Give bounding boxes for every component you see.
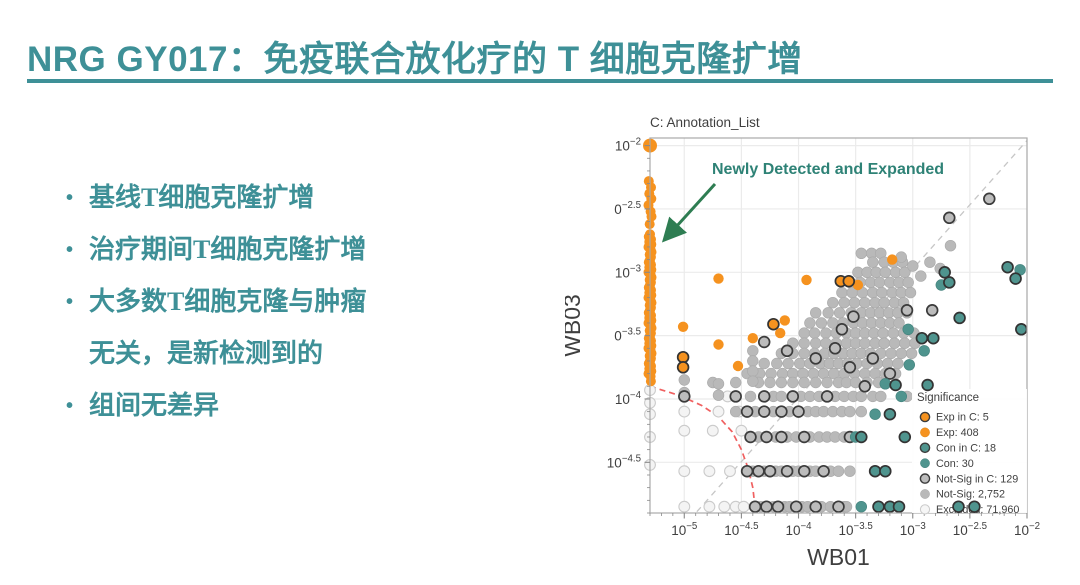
bullet-item: • 治疗期间T细胞克隆扩增	[66, 224, 406, 276]
axis-tick-label: 10−4.5	[607, 453, 641, 470]
legend-swatch	[920, 427, 930, 438]
series-not-sig-in-c	[678, 192, 996, 513]
axis-tick-label: 10−2.5	[953, 521, 987, 538]
plot-border	[649, 137, 1028, 514]
legend-item: Con in C: 18	[919, 442, 996, 455]
series-exp	[643, 138, 898, 387]
legend-swatch	[919, 411, 931, 423]
annotation-arrow	[661, 182, 717, 243]
bullet-marker: •	[66, 291, 74, 313]
legend-item: Exp: 408	[920, 427, 979, 439]
legend-swatch	[920, 489, 930, 499]
bullet-marker: •	[66, 239, 74, 261]
annotation: Newly Detected and Expanded	[661, 161, 944, 243]
axis-tick-label: 0−3.5	[614, 327, 641, 344]
axis-tick-label: 10−5	[671, 521, 697, 538]
x-axis-title: WB01	[807, 544, 870, 570]
axis-tick-label: 10−2	[615, 137, 641, 154]
series-exp-in-c	[676, 274, 856, 374]
y-axis-tick-labels: 10−2 0−2.5 10−3 0−3.5 10−4 10−4.5	[607, 137, 642, 471]
bullet-marker: •	[66, 187, 74, 209]
axis-tick-label: 10−3	[900, 521, 926, 538]
annotation-text: Newly Detected and Expanded	[712, 161, 944, 178]
legend-swatch	[919, 504, 931, 515]
bullet-text: 组间无差异	[89, 391, 220, 420]
bullet-marker: •	[66, 395, 74, 417]
series-con-in-c-overlay	[921, 378, 981, 513]
bullet-text: 大多数T细胞克隆与肿瘤无关，是新检测到的	[89, 287, 367, 368]
legend-swatch	[919, 473, 931, 484]
axis-tick-label: 10−4	[615, 390, 642, 407]
legend-title: Significance	[917, 392, 979, 404]
axis-tick-label: 10−3.5	[839, 521, 873, 538]
legend: Significance Exp in C: 5 Exp: 408 Con in C:…	[912, 389, 1027, 516]
bullet-text: 基线T细胞克隆扩增	[89, 183, 315, 212]
axis-tick-label: 10−4	[785, 521, 812, 538]
axis-tick-label: 0−2.5	[614, 200, 641, 217]
axis-tick-label: 10−4.5	[724, 521, 758, 538]
axis-tick-label: 10−2	[1014, 521, 1040, 538]
legend-label: Con in C: 18	[936, 443, 996, 455]
series-con-in-c	[855, 260, 1028, 513]
legend-label: Not-Sig in C: 129	[936, 473, 1018, 485]
title-divider	[27, 79, 1053, 83]
legend-label: Not-Sig: 2,752	[936, 489, 1005, 501]
axis-ticks	[644, 145, 1028, 519]
bullet-item: • 基线T细胞克隆扩增	[66, 172, 406, 224]
bullet-item: • 组间无差异	[66, 380, 406, 432]
plot-title: C: Annotation_List	[650, 115, 760, 130]
legend-label: Exp in C: 5	[936, 412, 989, 424]
legend-swatch	[920, 458, 930, 469]
axis-tick-label: 10−3	[615, 263, 641, 280]
legend-swatch	[919, 442, 931, 454]
significance-threshold-curve	[649, 385, 756, 509]
legend-label: Exp: 408	[936, 427, 979, 439]
bullet-text: 治疗期间T细胞克隆扩增	[89, 235, 367, 264]
legend-item: Exp in C: 5	[919, 411, 989, 424]
identity-line	[696, 140, 1028, 513]
legend-label: Con: 30	[936, 458, 974, 470]
legend-item: Con: 30	[920, 458, 974, 470]
x-axis-tick-labels: 10−5 10−4.5 10−4 10−3.5 10−3 10−2.5 10−2	[671, 521, 1040, 538]
scatter-plot-svg: 10−5 10−4.5 10−4 10−3.5 10−3 10−2.5 10−2 10−2 0−…	[559, 115, 1040, 570]
bullet-item: • 大多数T细胞克隆与肿瘤无关，是新检测到的	[66, 276, 406, 380]
slide-title: NRG GY017：免疫联合放化疗的 T 细胞克隆扩增	[27, 40, 803, 80]
tcell-clone-scatter-chart: 10−5 10−4.5 10−4 10−3.5 10−3 10−2.5 10−2 10−2 0−…	[559, 110, 1080, 580]
legend-item: Not-Sig: 2,752	[920, 489, 1005, 501]
bullet-list: • 基线T细胞克隆扩增 • 治疗期间T细胞克隆扩增 • 大多数T细胞克隆与肿瘤无关，是新检…	[66, 172, 406, 432]
legend-item: Not-Sig in C: 129	[919, 473, 1018, 485]
y-axis-title: WB03	[565, 294, 585, 357]
